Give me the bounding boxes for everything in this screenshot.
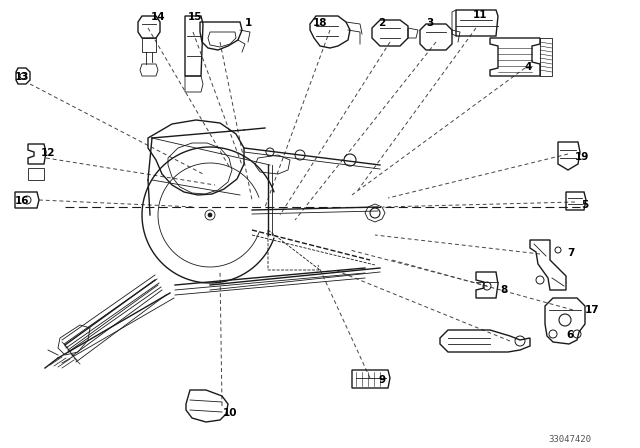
Text: 19: 19 (575, 152, 589, 162)
Text: 6: 6 (566, 330, 573, 340)
Text: 9: 9 (378, 375, 385, 385)
Circle shape (208, 213, 212, 217)
Text: 11: 11 (473, 10, 487, 20)
Text: 5: 5 (581, 200, 589, 210)
Text: 13: 13 (15, 72, 29, 82)
Text: 12: 12 (41, 148, 55, 158)
Text: 17: 17 (585, 305, 599, 315)
Text: 7: 7 (567, 248, 575, 258)
Text: 4: 4 (524, 62, 532, 72)
Text: 3: 3 (426, 18, 434, 28)
Text: 33047420: 33047420 (548, 435, 591, 444)
Text: 10: 10 (223, 408, 237, 418)
Text: 1: 1 (244, 18, 252, 28)
Text: 14: 14 (150, 12, 165, 22)
Text: 18: 18 (313, 18, 327, 28)
Text: 8: 8 (500, 285, 508, 295)
Text: 16: 16 (15, 196, 29, 206)
Text: 15: 15 (188, 12, 202, 22)
Text: 2: 2 (378, 18, 386, 28)
